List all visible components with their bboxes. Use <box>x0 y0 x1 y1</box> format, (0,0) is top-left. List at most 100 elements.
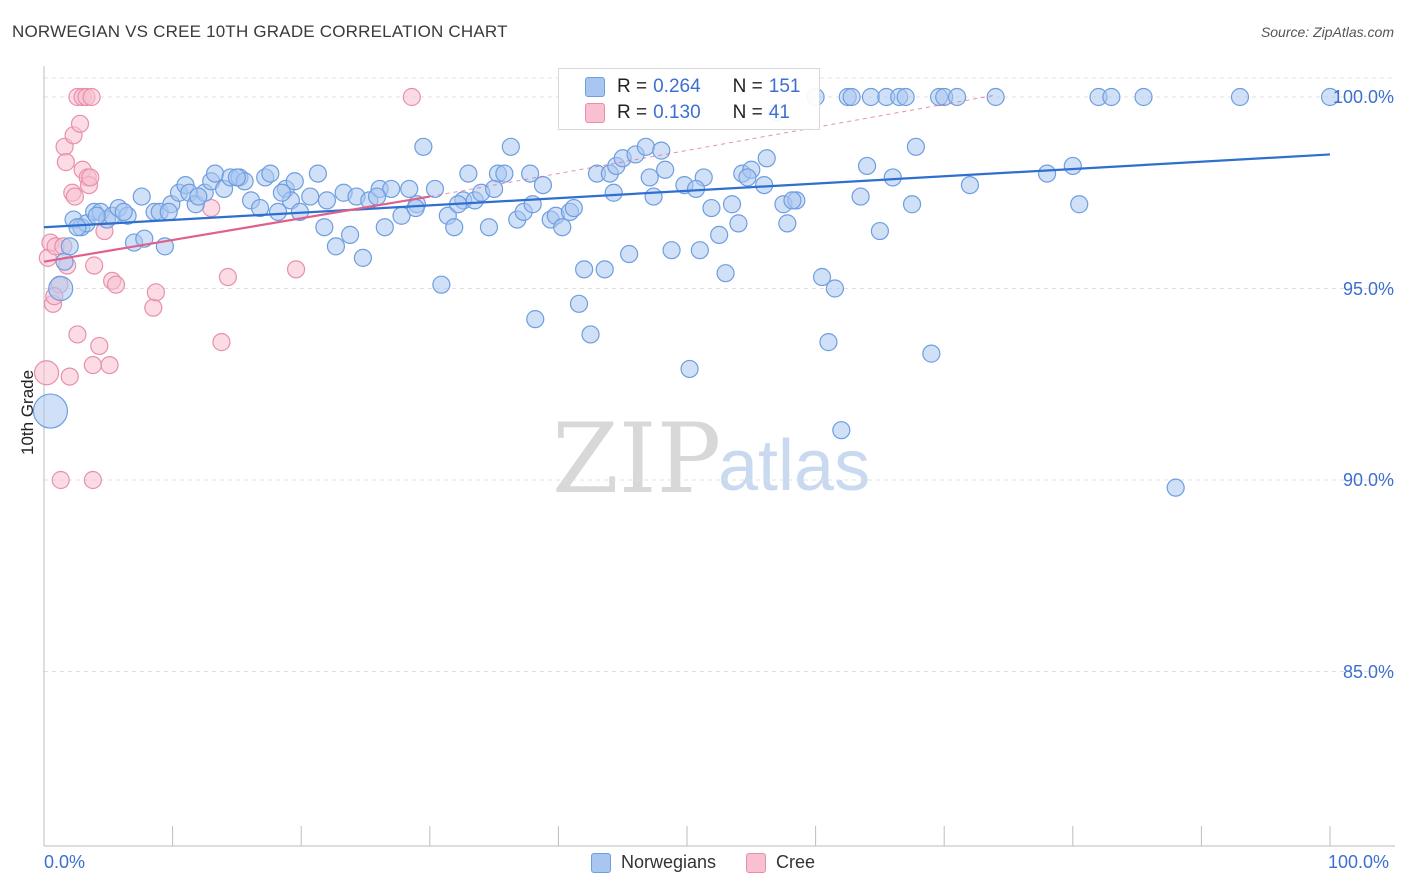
norwegian-point <box>620 244 639 264</box>
norwegian-point <box>690 241 709 260</box>
norwegian-point <box>896 87 915 107</box>
cree-point <box>70 114 90 133</box>
n-label: N = <box>732 102 763 123</box>
norwegian-point <box>564 198 583 218</box>
norwegian-point <box>986 87 1005 107</box>
cree-point <box>60 367 79 386</box>
norwegian-point <box>1320 87 1340 107</box>
norwegian-point <box>783 191 802 210</box>
y-tick-label: 100.0% <box>1332 87 1394 107</box>
norwegian-point <box>48 275 74 302</box>
norwegian-point <box>819 333 838 352</box>
norwegian-point <box>425 179 445 199</box>
cree-series <box>33 87 421 490</box>
norwegian-point <box>367 187 387 206</box>
cree-point <box>82 87 101 107</box>
cree-point <box>212 333 231 352</box>
norwegian-point <box>189 187 208 206</box>
cree-point <box>106 275 126 294</box>
norwegian-point <box>301 187 320 206</box>
norwegian-point <box>400 179 419 199</box>
legend-item-cree[interactable]: Cree <box>746 852 815 873</box>
norwegians-legend-swatch <box>590 852 611 873</box>
norwegian-point <box>722 195 742 214</box>
cree-point <box>90 336 109 356</box>
cree-point <box>218 267 237 287</box>
norwegian-point <box>851 187 870 206</box>
norwegian-point <box>308 164 328 183</box>
cree-point <box>83 356 102 375</box>
norwegian-point <box>604 183 623 202</box>
norwegian-point <box>842 87 861 107</box>
stats-row-cree: R = 0.130 N = 41 <box>585 101 790 125</box>
norwegian-point <box>375 218 394 237</box>
r-label: R = <box>617 102 648 123</box>
norwegian-point <box>710 225 729 244</box>
norwegian-point <box>702 198 721 218</box>
norwegian-point <box>883 168 902 187</box>
cree-swatch <box>585 103 605 123</box>
cree-point <box>286 260 306 279</box>
norwegian-point <box>485 179 504 199</box>
norwegian-point <box>861 87 880 107</box>
norwegian-point <box>501 137 520 156</box>
cree-point <box>402 87 421 107</box>
norwegian-point <box>656 160 675 179</box>
y-tick-label: 90.0% <box>1342 470 1394 490</box>
norwegian-point <box>132 187 151 206</box>
r-value: 0.264 <box>653 76 701 97</box>
x-tick-label: 0.0% <box>44 852 86 872</box>
cree-point <box>33 360 60 386</box>
source-label: Source: ZipAtlas.com <box>1260 24 1394 40</box>
norwegian-point <box>227 168 246 187</box>
norwegian-point <box>716 264 735 283</box>
norwegian-point <box>870 221 890 241</box>
norwegian-point <box>1134 87 1153 107</box>
norwegian-point <box>680 359 699 379</box>
norwegian-point <box>285 172 304 191</box>
norwegian-point <box>1063 156 1082 176</box>
cree-point <box>83 470 102 490</box>
norwegian-point <box>922 344 941 363</box>
norwegian-point <box>353 248 373 267</box>
norwegian-point <box>1070 195 1089 214</box>
axes <box>43 66 1395 847</box>
norwegian-point <box>315 218 334 237</box>
stats-row-norwegians: R = 0.264 N = 151 <box>585 75 800 99</box>
r-value: 0.130 <box>653 102 701 123</box>
legend-item-norwegians[interactable]: Norwegians <box>590 852 716 873</box>
stats-legend: R = 0.264 N = 151 R = 0.130 N = 41 <box>558 68 820 130</box>
watermark: ZIP atlas <box>552 403 870 515</box>
norwegian-point <box>906 137 926 156</box>
norwegian-point <box>595 260 614 279</box>
norwegian-point <box>553 218 572 237</box>
norwegian-point <box>636 137 655 156</box>
norwegian-point <box>581 325 600 344</box>
norwegian-point <box>159 202 178 221</box>
norwegian-point <box>479 218 499 237</box>
norwegian-point <box>272 183 292 202</box>
norwegian-point <box>569 294 589 313</box>
norwegian-point <box>729 214 748 233</box>
norwegian-point <box>1037 164 1057 183</box>
legend-label-cree: Cree <box>776 852 816 872</box>
norwegian-point <box>87 206 106 225</box>
cree-point <box>56 153 75 172</box>
norwegian-point <box>575 260 594 279</box>
cree-point <box>146 283 165 302</box>
norwegian-point <box>757 149 776 168</box>
norwegian-point <box>1102 87 1121 107</box>
norwegian-point <box>825 279 844 298</box>
r-label: R = <box>617 76 648 97</box>
norwegian-point <box>832 421 851 440</box>
norwegian-point <box>495 164 514 183</box>
norwegian-point <box>640 168 659 187</box>
cree-point <box>144 298 163 317</box>
norwegian-point <box>406 198 425 218</box>
cree-trend-line <box>43 195 430 263</box>
series-legend: Norwegians Cree <box>0 852 1406 873</box>
norwegian-point <box>32 393 69 429</box>
norwegians-trend-line <box>43 153 1331 229</box>
trend-lines <box>43 94 1331 263</box>
